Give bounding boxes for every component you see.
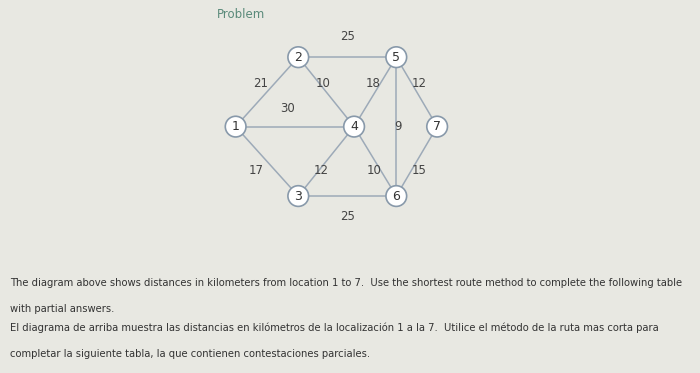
Text: 25: 25 <box>340 30 355 43</box>
Text: 10: 10 <box>315 76 330 90</box>
Circle shape <box>344 116 365 137</box>
Text: 30: 30 <box>280 103 295 115</box>
Text: completar la siguiente tabla, la que contienen contestaciones parciales.: completar la siguiente tabla, la que con… <box>10 349 370 359</box>
Circle shape <box>225 116 246 137</box>
Text: with partial answers.: with partial answers. <box>10 304 115 314</box>
Text: 7: 7 <box>433 120 441 133</box>
Text: The diagram above shows distances in kilometers from location 1 to 7.  Use the s: The diagram above shows distances in kil… <box>10 278 682 288</box>
Text: 18: 18 <box>365 76 381 90</box>
Text: Problem: Problem <box>216 8 265 21</box>
Text: 5: 5 <box>392 51 400 64</box>
Circle shape <box>427 116 447 137</box>
Text: El diagrama de arriba muestra las distancias en kilómetros de la localización 1 : El diagrama de arriba muestra las distan… <box>10 323 659 333</box>
Text: 17: 17 <box>248 164 264 177</box>
Text: 3: 3 <box>294 189 302 203</box>
Text: 10: 10 <box>367 164 382 177</box>
Circle shape <box>288 47 309 68</box>
Text: 25: 25 <box>340 210 355 223</box>
Circle shape <box>288 186 309 206</box>
Text: 12: 12 <box>314 164 329 177</box>
Text: 2: 2 <box>294 51 302 64</box>
Text: 12: 12 <box>412 76 427 90</box>
Text: 1: 1 <box>232 120 239 133</box>
Text: 9: 9 <box>394 120 401 133</box>
Text: 6: 6 <box>393 189 400 203</box>
Text: 4: 4 <box>350 120 358 133</box>
Circle shape <box>386 186 407 206</box>
Text: 21: 21 <box>253 76 267 90</box>
Circle shape <box>386 47 407 68</box>
Text: 15: 15 <box>412 164 427 177</box>
